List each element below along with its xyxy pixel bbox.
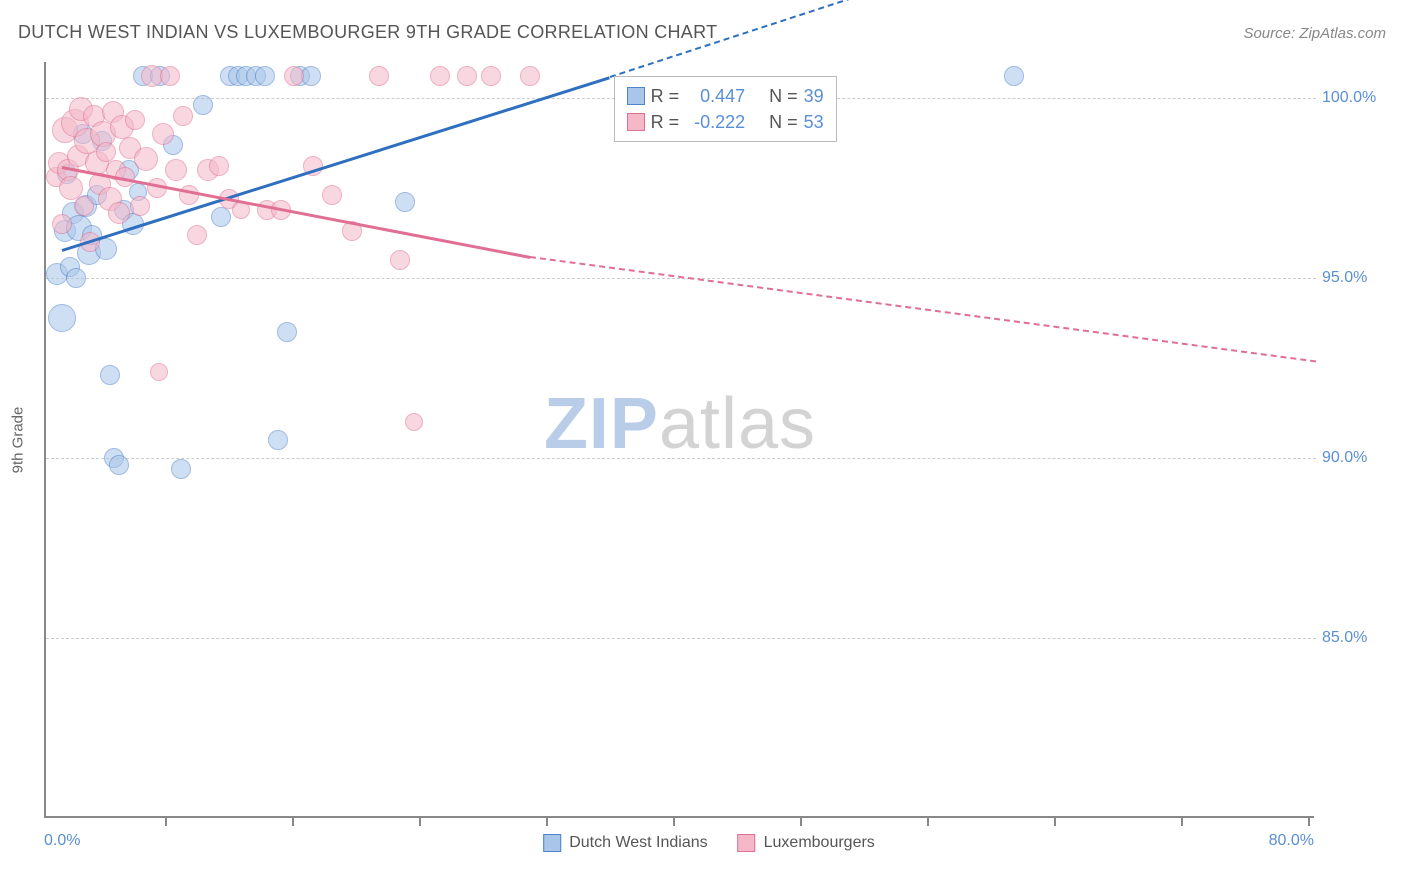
gridline bbox=[46, 638, 1316, 639]
y-tick-label: 85.0% bbox=[1322, 629, 1367, 647]
data-point bbox=[209, 156, 229, 176]
y-tick-label: 95.0% bbox=[1322, 269, 1367, 287]
stats-row: R =0.447 N =39 bbox=[627, 83, 824, 109]
x-max-label: 80.0% bbox=[1269, 832, 1314, 850]
n-value: 39 bbox=[804, 83, 824, 109]
data-point bbox=[255, 66, 275, 86]
data-point bbox=[211, 207, 231, 227]
data-point bbox=[369, 66, 389, 86]
data-point bbox=[268, 430, 288, 450]
trend-line bbox=[530, 256, 1316, 362]
data-point bbox=[277, 322, 297, 342]
x-min-label: 0.0% bbox=[44, 832, 80, 850]
n-label: N = bbox=[769, 109, 798, 135]
data-point bbox=[109, 455, 129, 475]
stats-box: R =0.447 N =39 R =-0.222 N =53 bbox=[614, 76, 837, 142]
data-point bbox=[100, 365, 120, 385]
y-tick-label: 90.0% bbox=[1322, 449, 1367, 467]
legend-item: Luxembourgers bbox=[738, 834, 875, 852]
x-tick bbox=[673, 816, 675, 826]
data-point bbox=[1004, 66, 1024, 86]
data-point bbox=[284, 66, 304, 86]
data-point bbox=[134, 147, 158, 171]
gridline bbox=[46, 458, 1316, 459]
data-point bbox=[395, 192, 415, 212]
data-point bbox=[130, 196, 150, 216]
source-label: Source: ZipAtlas.com bbox=[1243, 25, 1386, 42]
plot-wrap: 9th Grade ZIPatlas R =0.447N =39R =-0.22… bbox=[44, 62, 1374, 818]
data-point bbox=[520, 66, 540, 86]
stats-row: R =-0.222 N =53 bbox=[627, 109, 824, 135]
data-point bbox=[74, 196, 94, 216]
data-point bbox=[457, 66, 477, 86]
swatch-icon bbox=[543, 834, 561, 852]
watermark-bold: ZIP bbox=[544, 384, 659, 464]
chart-title: DUTCH WEST INDIAN VS LUXEMBOURGER 9TH GR… bbox=[18, 22, 717, 43]
data-point bbox=[390, 250, 410, 270]
legend-item: Dutch West Indians bbox=[543, 834, 707, 852]
r-value: -0.222 bbox=[685, 109, 745, 135]
data-point bbox=[96, 142, 116, 162]
data-point bbox=[187, 225, 207, 245]
data-point bbox=[322, 185, 342, 205]
n-label: N = bbox=[769, 83, 798, 109]
watermark-light: atlas bbox=[659, 384, 816, 464]
data-point bbox=[52, 214, 72, 234]
legend-label: Dutch West Indians bbox=[569, 834, 707, 852]
data-point bbox=[48, 304, 76, 332]
data-point bbox=[66, 268, 86, 288]
x-tick bbox=[800, 816, 802, 826]
legend-label: Luxembourgers bbox=[764, 834, 875, 852]
x-tick bbox=[292, 816, 294, 826]
data-point bbox=[152, 123, 174, 145]
header: DUTCH WEST INDIAN VS LUXEMBOURGER 9TH GR… bbox=[18, 22, 1386, 43]
x-tick bbox=[1181, 816, 1183, 826]
n-value: 53 bbox=[804, 109, 824, 135]
r-label: R = bbox=[651, 83, 680, 109]
data-point bbox=[301, 66, 321, 86]
data-point bbox=[165, 159, 187, 181]
data-point bbox=[125, 110, 145, 130]
swatch-icon bbox=[627, 113, 645, 131]
watermark: ZIPatlas bbox=[544, 383, 816, 465]
x-tick bbox=[1308, 816, 1310, 826]
data-point bbox=[193, 95, 213, 115]
x-tick bbox=[927, 816, 929, 826]
r-value: 0.447 bbox=[685, 83, 745, 109]
x-tick bbox=[165, 816, 167, 826]
y-tick-label: 100.0% bbox=[1322, 89, 1376, 107]
swatch-icon bbox=[627, 87, 645, 105]
data-point bbox=[481, 66, 501, 86]
data-point bbox=[405, 413, 423, 431]
data-point bbox=[160, 66, 180, 86]
r-label: R = bbox=[651, 109, 680, 135]
data-point bbox=[150, 363, 168, 381]
data-point bbox=[108, 202, 130, 224]
data-point bbox=[430, 66, 450, 86]
data-point bbox=[171, 459, 191, 479]
y-axis-title: 9th Grade bbox=[10, 407, 27, 474]
data-point bbox=[173, 106, 193, 126]
x-tick bbox=[546, 816, 548, 826]
legend: Dutch West Indians Luxembourgers bbox=[543, 834, 875, 852]
scatter-plot: ZIPatlas R =0.447 N =39 R =-0.222 N =53 bbox=[44, 62, 1314, 818]
x-tick bbox=[1054, 816, 1056, 826]
swatch-icon bbox=[738, 834, 756, 852]
x-tick bbox=[419, 816, 421, 826]
